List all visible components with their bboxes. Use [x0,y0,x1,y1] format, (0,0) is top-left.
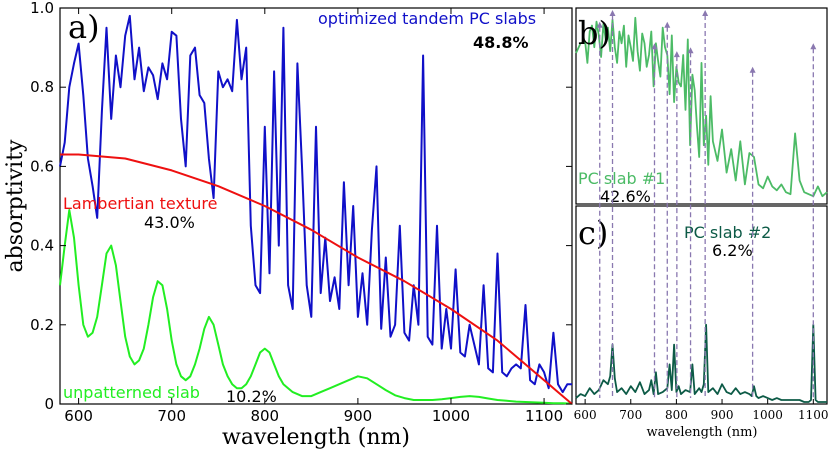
slab2-summary: 6.2% [712,241,753,260]
c-x-tick-label: 800 [665,408,688,422]
marker-arrowhead [673,51,680,58]
c-x-tick-label: 700 [619,408,642,422]
y-tick-label: 1.0 [30,0,54,17]
panel-c-label: c) [578,214,608,252]
marker-arrowhead [609,9,616,16]
c-x-tick-label: 1100 [798,408,829,422]
panel-a-xlabel: wavelength (nm) [222,425,410,450]
marker-arrowhead [664,21,671,28]
panel-a-ylabel: absorptivity [3,139,28,273]
y-tick-label: 0.2 [30,316,54,334]
panel-b: b) PC slab #1 42.6% [575,7,828,206]
panel-c-xlabel: wavelength (nm) [646,425,757,440]
marker-arrowhead [687,47,694,54]
y-tick-label: 0.8 [30,78,54,96]
c-x-tick-label: 1000 [752,408,783,422]
slab1-label: PC slab #1 [578,169,665,188]
y-tick-label: 0.4 [30,237,54,255]
c-x-tick-label: 600 [574,408,597,422]
panel-a-label: a) [68,8,100,46]
y-tick-label: 0 [44,395,54,413]
x-tick-label: 1100 [525,407,563,425]
marker-arrowhead [810,43,817,50]
tandem-series-line [59,14,572,394]
x-tick-label: 600 [64,407,93,425]
x-tick-label: 800 [250,407,279,425]
y-tick-label: 0.6 [30,157,54,175]
tandem-label: optimized tandem PC slabs [318,9,536,28]
marker-lines [596,9,817,398]
panel-c: 600 700 800 900 1000 1100 c) PC slab #2 6.2% … [574,205,829,440]
marker-arrowhead [702,9,709,16]
lambertian-summary: 43.0% [144,213,195,232]
slab2-label: PC slab #2 [684,223,771,242]
lambertian-series-line [60,153,573,405]
x-tick-label: 900 [344,407,373,425]
marker-arrowhead [596,21,603,28]
marker-arrowhead [749,66,756,73]
unpatterned-label: unpatterned slab [63,383,200,402]
unpatterned-series-line [59,209,573,405]
lambertian-label: Lambertian texture [63,194,217,213]
panel-b-label: b) [578,14,611,52]
x-tick-label: 700 [157,407,186,425]
unpatterned-summary: 10.2% [226,387,277,406]
tandem-summary: 48.8% [473,33,529,52]
c-x-tick-label: 900 [711,408,734,422]
marker-arrowhead [651,43,658,50]
x-tick-label: 1000 [432,407,470,425]
slab2-series-line [575,323,827,403]
slab1-summary: 42.6% [600,187,651,206]
panel-c-frame [575,205,828,405]
